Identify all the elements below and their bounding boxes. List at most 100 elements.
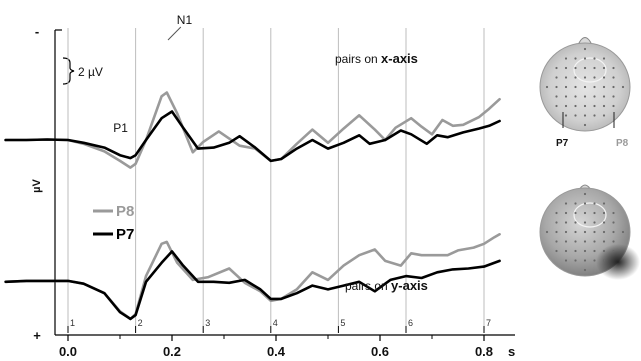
- electrode-dot: [555, 240, 558, 243]
- electrode-dot: [574, 85, 577, 89]
- electrode-dot: [583, 114, 587, 117]
- electrode-dot: [583, 57, 587, 60]
- electrode-dot: [602, 95, 606, 98]
- electrode-dot: [583, 76, 587, 79]
- series-line-p8-panel-1: [4, 91, 501, 169]
- electrode-dot: [564, 202, 568, 205]
- time-marker-label: 2: [138, 318, 143, 328]
- electrode-dot: [564, 57, 568, 60]
- electrode-dot: [583, 230, 587, 234]
- electrode-dot: [612, 66, 615, 70]
- electrode-dot: [574, 202, 577, 205]
- time-marker-label: 4: [273, 318, 278, 328]
- legend-label-p8: P8: [116, 203, 134, 220]
- x-tick-label: 0.2: [163, 344, 181, 359]
- electrode-dot: [545, 230, 549, 234]
- electrode-dot: [574, 104, 577, 108]
- peak-labels: N1 P1: [113, 13, 192, 135]
- x-tick-label: 0.4: [267, 344, 286, 359]
- electrode-dot: [574, 114, 577, 117]
- electrode-dot: [574, 230, 577, 234]
- electrode-dot: [564, 221, 568, 224]
- electrode-dot: [593, 259, 596, 262]
- electrode-dot: [602, 249, 606, 253]
- electrode-dot: [555, 95, 558, 98]
- electrode-dot: [602, 259, 606, 262]
- electrode-dot: [612, 104, 615, 108]
- electrode-dot: [602, 221, 606, 224]
- series-line-p7-panel-2: [4, 250, 501, 321]
- electrode-dot: [593, 66, 596, 70]
- electrode-dot: [564, 104, 568, 108]
- electrode-dot: [555, 211, 558, 215]
- electrode-dot: [574, 66, 577, 70]
- electrode-dot: [564, 114, 568, 117]
- electrode-dot: [574, 240, 577, 243]
- topomap-2-hotspot: [596, 244, 640, 280]
- electrode-dot: [564, 240, 568, 243]
- x-tick-label: 0.6: [371, 344, 389, 359]
- electrode-dot: [583, 95, 587, 98]
- scale-bar-label: 2 µV: [78, 65, 103, 79]
- electrode-dot: [593, 230, 596, 234]
- n1-pointer: [167, 26, 182, 41]
- topomap-2-electrodes: [545, 192, 625, 272]
- electrode-dot: [621, 230, 625, 234]
- electrode-dot: [574, 95, 577, 98]
- topomap-1-contour: [573, 57, 607, 83]
- electrode-dot: [583, 104, 587, 108]
- electrode-dot: [583, 47, 587, 51]
- electrode-dot: [593, 95, 596, 98]
- electrode-dot: [602, 66, 606, 70]
- time-marker-label: 6: [408, 318, 413, 328]
- electrode-dot: [564, 85, 568, 89]
- electrode-dot: [555, 249, 558, 253]
- electrode-dot: [555, 76, 558, 79]
- electrode-dot: [564, 230, 568, 234]
- topomap-1-left-label: P7: [556, 138, 569, 149]
- topomap-2-contour: [573, 202, 607, 228]
- electrode-dot: [602, 57, 606, 60]
- y-axis-minus-sign: -: [35, 24, 39, 39]
- time-marker-label: 5: [340, 318, 345, 328]
- electrode-dot: [593, 221, 596, 224]
- electrode-dot: [583, 221, 587, 224]
- electrode-dot: [621, 85, 625, 89]
- electrode-dot: [564, 76, 568, 79]
- topomap-1-right-label: P8: [616, 138, 629, 149]
- electrode-dot: [574, 221, 577, 224]
- electrode-dot: [545, 85, 549, 89]
- electrode-dot: [593, 202, 596, 205]
- electrode-dot: [574, 57, 577, 60]
- electrode-dot: [564, 95, 568, 98]
- electrode-dot: [612, 249, 615, 253]
- electrode-dot: [602, 76, 606, 79]
- electrode-dot: [593, 249, 596, 253]
- electrode-dot: [602, 114, 606, 117]
- electrode-dot: [583, 240, 587, 243]
- electrode-dot: [612, 95, 615, 98]
- electrode-dot: [612, 240, 615, 243]
- electrode-dot: [612, 221, 615, 224]
- scale-bar-brace: [62, 57, 75, 85]
- electrode-dot: [602, 211, 606, 215]
- electrode-dot: [593, 240, 596, 243]
- electrode-dot: [583, 66, 587, 70]
- electrode-dot: [574, 249, 577, 253]
- electrode-dot: [612, 76, 615, 79]
- electrode-dot: [555, 104, 558, 108]
- electrode-dot: [612, 230, 615, 234]
- panel-2-annotation: pairs on y-axis: [345, 278, 428, 293]
- topomap-1: P7 P8: [539, 37, 631, 149]
- electrode-dot: [564, 211, 568, 215]
- legend-label-p7: P7: [116, 226, 134, 243]
- electrode-dot: [564, 66, 568, 70]
- electrode-dot: [564, 249, 568, 253]
- electrode-dot: [583, 202, 587, 205]
- electrode-dot: [612, 85, 615, 89]
- electrode-dot: [555, 221, 558, 224]
- electrode-dot: [564, 259, 568, 262]
- electrode-dot: [593, 57, 596, 60]
